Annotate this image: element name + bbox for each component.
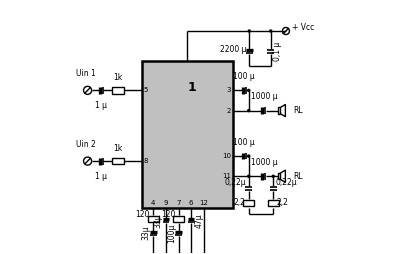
Text: 2200 µ: 2200 µ	[220, 45, 246, 54]
Text: Uin 2: Uin 2	[76, 140, 96, 149]
Text: 120: 120	[161, 210, 175, 219]
Bar	[148, 216, 159, 223]
Bar	[268, 200, 279, 206]
Text: 4: 4	[151, 200, 156, 206]
Bar	[112, 87, 124, 94]
Text: 1: 1	[188, 81, 196, 94]
Circle shape	[248, 89, 250, 91]
Bar	[243, 200, 254, 206]
Circle shape	[248, 109, 250, 112]
Text: RL: RL	[294, 172, 303, 181]
Text: 47µ: 47µ	[194, 213, 203, 228]
Text: 1 µ: 1 µ	[96, 172, 108, 181]
Text: 1k: 1k	[113, 73, 122, 82]
Text: 0,22µ: 0,22µ	[225, 178, 246, 187]
Text: 3: 3	[227, 87, 231, 93]
Bar	[278, 173, 280, 179]
Text: 9: 9	[164, 200, 168, 206]
Text: 2,2: 2,2	[234, 198, 246, 207]
Circle shape	[248, 175, 250, 177]
Text: 1 µ: 1 µ	[96, 101, 108, 110]
Text: 0,22µ: 0,22µ	[276, 178, 298, 187]
Text: 33µ: 33µ	[142, 226, 151, 240]
Text: RL: RL	[294, 106, 303, 115]
Text: 12: 12	[199, 200, 208, 206]
Circle shape	[270, 30, 272, 32]
Text: 33µ: 33µ	[154, 213, 163, 228]
Text: 100 µ: 100 µ	[233, 72, 255, 81]
Bar	[112, 158, 124, 164]
Text: 1000 µ: 1000 µ	[250, 158, 277, 167]
Circle shape	[248, 155, 250, 157]
Text: + Vcc: + Vcc	[292, 23, 314, 32]
Text: 7: 7	[176, 200, 181, 206]
Text: 100 µ: 100 µ	[233, 138, 255, 147]
Text: Uin 1: Uin 1	[76, 69, 96, 78]
Text: 11: 11	[222, 173, 231, 179]
Text: 8: 8	[144, 158, 148, 164]
Text: 10: 10	[222, 153, 231, 159]
Bar	[278, 107, 280, 114]
Text: 0,1 µ: 0,1 µ	[273, 42, 282, 61]
Bar	[142, 61, 233, 208]
Bar	[173, 216, 184, 223]
Text: 2,2: 2,2	[276, 198, 288, 207]
Text: 6: 6	[189, 200, 194, 206]
Circle shape	[272, 175, 274, 177]
Text: 120: 120	[136, 210, 150, 219]
Circle shape	[248, 30, 250, 32]
Text: 2: 2	[227, 108, 231, 114]
Text: 1000 µ: 1000 µ	[250, 92, 277, 102]
Text: 5: 5	[144, 87, 148, 93]
Text: 1k: 1k	[113, 144, 122, 152]
Text: 100µ: 100µ	[167, 224, 176, 243]
